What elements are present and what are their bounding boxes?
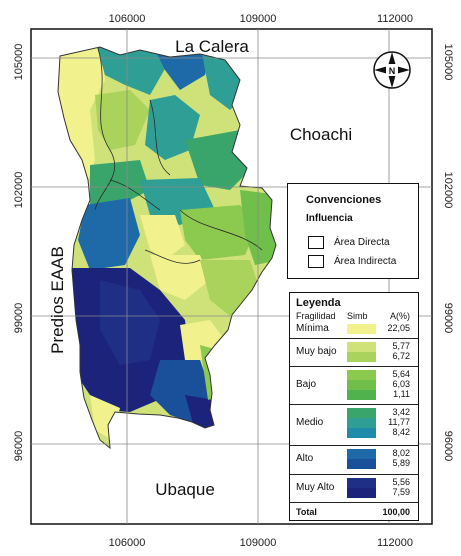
y-tick-left: 105000	[13, 44, 25, 81]
north-arrow-letter: N	[389, 66, 396, 76]
legend-total-value: 100,00	[382, 507, 410, 517]
legend-percent: 5,64	[392, 369, 410, 379]
y-tick-right: 96000	[442, 431, 454, 462]
y-tick-right: 102000	[442, 172, 454, 209]
legend-divider	[290, 338, 418, 339]
x-tick-bottom: 109000	[240, 537, 277, 549]
x-tick-top: 106000	[109, 13, 146, 25]
legend-percent: 8,42	[392, 427, 410, 437]
legend-swatch	[347, 449, 376, 459]
legend-percent: 1,11	[393, 389, 410, 399]
legend-swatch	[347, 370, 376, 380]
legend-percent: 5,77	[392, 341, 410, 351]
x-tick-top: 112000	[377, 13, 413, 25]
legend-class-label: Medio	[296, 417, 324, 428]
legend-class-label: Muy bajo	[296, 346, 337, 357]
conventions-box: Convenciones Influencia Área Directa Áre…	[287, 183, 419, 279]
legend-swatch	[347, 342, 376, 352]
legend-swatch	[347, 380, 376, 390]
place-label-north: La Calera	[175, 37, 249, 56]
legend-header-symbol: Simb	[347, 311, 368, 321]
legend-percent: 6,72	[392, 351, 410, 361]
legend-box: Leyenda Fragilidad Simb A(%) Mínima 22,05…	[289, 292, 419, 521]
x-tick-bottom: 112000	[377, 537, 413, 549]
north-arrow-icon: N	[373, 51, 411, 89]
y-tick-right: 105000	[442, 44, 454, 81]
convention-item: Área Directa	[308, 236, 390, 249]
x-tick-top: 109000	[240, 13, 277, 25]
place-label-south: Ubaque	[155, 480, 215, 499]
legend-swatch	[347, 390, 376, 400]
legend-title: Leyenda	[296, 297, 341, 309]
legend-percent: 5,89	[392, 458, 410, 468]
legend-percent: 22,05	[387, 323, 410, 333]
legend-divider	[290, 445, 418, 446]
legend-percent: 8,02	[392, 448, 410, 458]
legend-swatch	[347, 488, 376, 498]
indirect-area-swatch	[308, 255, 324, 268]
conventions-subtitle: Influencia	[306, 213, 353, 224]
legend-divider	[290, 404, 418, 405]
legend-percent: 11,77	[388, 417, 410, 427]
place-label-east: Choachi	[290, 125, 352, 144]
place-label-west: Predios EAAB	[48, 246, 67, 354]
y-tick-right: 99000	[442, 303, 454, 334]
legend-class-label: Bajo	[296, 379, 317, 390]
legend-swatch	[347, 428, 376, 438]
y-tick-left: 102000	[13, 172, 25, 209]
convention-item: Área Indirecta	[308, 255, 396, 268]
y-tick-left: 99000	[13, 303, 25, 334]
legend-header-class: Fragilidad	[296, 311, 336, 321]
legend-percent: 3,42	[392, 407, 410, 417]
legend-percent: 5,56	[392, 477, 410, 487]
legend-swatch	[347, 478, 376, 488]
convention-item-label: Área Indirecta	[334, 256, 397, 267]
legend-swatch	[347, 324, 376, 334]
legend-total-label: Total	[296, 507, 317, 517]
legend-percent: 6,03	[392, 379, 410, 389]
legend-class-label: Muy Alto	[296, 482, 335, 493]
legend-percent: 7,59	[392, 487, 410, 497]
legend-class-label: Mínima	[296, 323, 329, 334]
legend-divider	[290, 474, 418, 475]
legend-swatch	[347, 459, 376, 469]
legend-header-percent: A(%)	[390, 311, 410, 321]
y-tick-left: 96000	[13, 431, 25, 462]
legend-swatch	[347, 418, 376, 428]
conventions-title: Convenciones	[306, 194, 382, 206]
legend-swatch	[347, 408, 376, 418]
legend-divider	[290, 502, 418, 503]
study-area-outline	[57, 46, 277, 450]
legend-swatch	[347, 352, 376, 362]
legend-class-label: Alto	[296, 453, 314, 464]
direct-area-swatch	[308, 236, 324, 249]
x-tick-bottom: 106000	[109, 537, 146, 549]
convention-item-label: Área Directa	[334, 237, 390, 248]
legend-divider	[290, 366, 418, 367]
